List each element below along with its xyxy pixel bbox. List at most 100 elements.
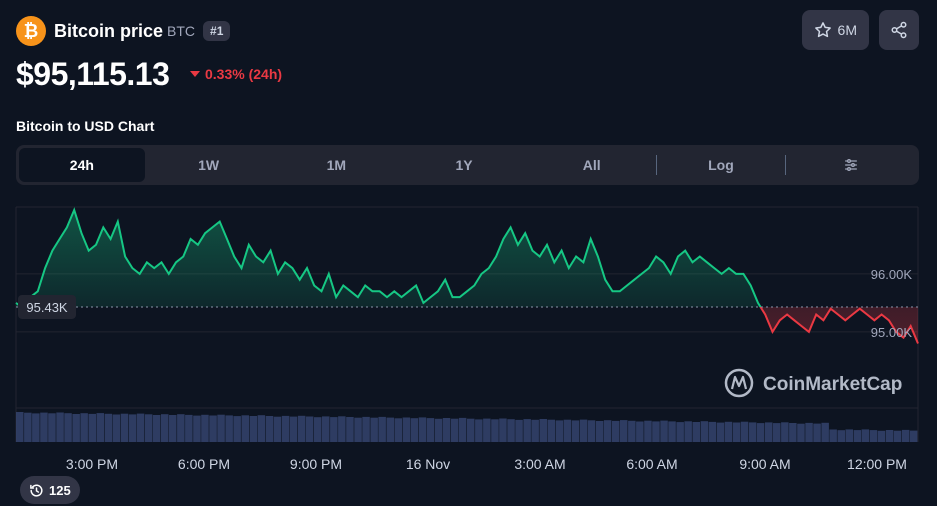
volume-bar [322, 416, 330, 442]
volume-bar [612, 420, 620, 442]
coin-header: ₿ Bitcoin price BTC #1 [16, 16, 231, 46]
history-badge[interactable]: 125 [20, 476, 80, 504]
tab-1y[interactable]: 1Y [455, 157, 473, 173]
volume-bar [418, 417, 427, 442]
history-icon [30, 483, 43, 497]
volume-bar [539, 419, 547, 442]
volume-bar [531, 419, 539, 442]
volume-bar [579, 419, 588, 442]
volume-bar [362, 416, 370, 442]
volume-bar [289, 416, 298, 442]
tab-divider [785, 155, 787, 175]
tab-1m[interactable]: 1M [326, 157, 347, 173]
tab-1w[interactable]: 1W [198, 157, 220, 173]
volume-bar [893, 430, 902, 442]
watchlist-button[interactable]: 6M [801, 10, 869, 50]
volume-bar [314, 417, 322, 442]
price-change-value: 0.33% (24h) [205, 66, 283, 82]
volume-bar [177, 414, 185, 442]
volume-bar [265, 416, 274, 442]
volume-bar [805, 422, 813, 442]
volume-bar [595, 421, 604, 442]
tab-all[interactable]: All [582, 157, 601, 173]
volume-bar [80, 413, 88, 442]
volume-bar [40, 412, 48, 442]
sliders-icon [845, 159, 858, 171]
x-tick-label: 3:00 PM [66, 456, 118, 472]
volume-bar [765, 422, 773, 442]
volume-bar [692, 422, 700, 442]
volume-bar [652, 421, 660, 442]
volume-bar [249, 416, 258, 442]
volume-bar [112, 414, 121, 442]
volume-bar [217, 414, 225, 442]
volume-bar [748, 422, 757, 442]
volume-bar [636, 421, 644, 442]
current-price: $95,115.13 [16, 56, 170, 92]
volume-bar [24, 412, 32, 442]
baseline-price-label: 95.43K [26, 300, 68, 315]
volume-bar [185, 414, 193, 442]
share-icon [891, 21, 907, 39]
volume-bar [523, 419, 531, 442]
volume-bar [402, 417, 411, 442]
watchlist-count: 6M [837, 22, 857, 38]
volume-bar [732, 422, 741, 442]
header-actions: 6M [801, 10, 919, 50]
coin-name: Bitcoin price [54, 20, 164, 41]
volume-bar [120, 413, 129, 442]
volume-bar [354, 417, 362, 442]
volume-bar [837, 430, 845, 442]
volume-bar [386, 417, 394, 442]
volume-bar [684, 421, 692, 442]
price-area-down [16, 306, 918, 344]
coinmarketcap-watermark: CoinMarketCap [724, 368, 902, 398]
volume-bar [144, 414, 153, 442]
volume-bar [104, 413, 113, 442]
price-area-up [16, 210, 761, 307]
volume-bar [16, 412, 24, 442]
volume-bar [434, 418, 443, 442]
chart-settings-button[interactable] [786, 148, 916, 182]
volume-bar [72, 414, 80, 442]
tab-log[interactable]: Log [708, 157, 734, 173]
price-chart[interactable]: 95.43K 96.00K 95.00K CoinMarketCap 3:00 … [0, 190, 937, 480]
volume-bar [571, 420, 580, 442]
volume-bar [96, 413, 104, 442]
volume-bar [885, 430, 894, 442]
volume-bar [225, 415, 233, 442]
x-axis: 3:00 PM 6:00 PM 9:00 PM 16 Nov 3:00 AM 6:00 A… [66, 456, 907, 472]
volume-bar [620, 420, 628, 442]
volume-bar [829, 429, 837, 442]
volume-bar [48, 413, 56, 442]
volume-bar [56, 412, 64, 442]
tab-24h[interactable]: 24h [19, 148, 145, 182]
volume-bar [789, 423, 797, 442]
volume-bar [644, 420, 652, 442]
x-tick-label: 3:00 AM [514, 456, 565, 472]
volume-bar [700, 421, 709, 442]
history-count: 125 [49, 482, 71, 498]
volume-bar [458, 417, 467, 442]
volume-bar [305, 416, 314, 442]
volume-bar [442, 418, 451, 442]
rank-badge: #1 [203, 21, 231, 41]
volume-bar [555, 420, 564, 442]
volume-bar [394, 418, 402, 442]
coin-symbol: BTC [167, 23, 196, 39]
volume-bar [128, 414, 137, 442]
volume-bars [16, 412, 918, 442]
volume-bar [668, 421, 676, 442]
y-tick-label: 95.00K [871, 325, 913, 340]
caret-down-icon [190, 71, 200, 77]
volume-bar [499, 418, 507, 442]
volume-bar [676, 422, 684, 442]
volume-bar [773, 423, 781, 442]
volume-bar [241, 415, 249, 442]
volume-bar [169, 415, 177, 442]
share-button[interactable] [879, 10, 919, 50]
volume-bar [901, 429, 910, 442]
x-tick-label: 9:00 AM [739, 456, 790, 472]
volume-bar [853, 430, 862, 442]
volume-bar [338, 416, 346, 442]
